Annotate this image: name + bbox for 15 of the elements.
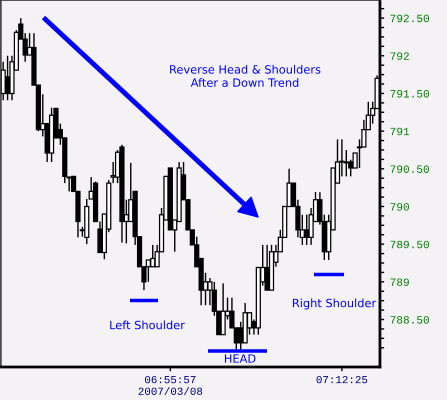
y-tick-label: 788.50: [390, 316, 429, 324]
y-tick-label: 789: [390, 278, 409, 286]
y-tick-label: 790.50: [390, 165, 429, 173]
y-tick-label: 789.50: [390, 240, 429, 248]
annotation: Left Shoulder: [110, 320, 185, 330]
annotation: Right Shoulder: [292, 298, 376, 310]
y-tick-label: 792: [390, 52, 409, 60]
x-tick-label: 06:55:57 2007/03/08: [138, 376, 202, 395]
y-tick-label: 790: [390, 203, 409, 211]
y-tick-label: 791.50: [390, 90, 429, 98]
x-tick-label: 07:12:25: [316, 376, 368, 384]
y-tick-label: 792.50: [390, 14, 429, 22]
annotation: Reverse Head & Shoulders After a Down Trend: [170, 64, 320, 87]
annotation: HEAD: [224, 354, 256, 363]
y-tick-label: 791: [390, 128, 410, 136]
